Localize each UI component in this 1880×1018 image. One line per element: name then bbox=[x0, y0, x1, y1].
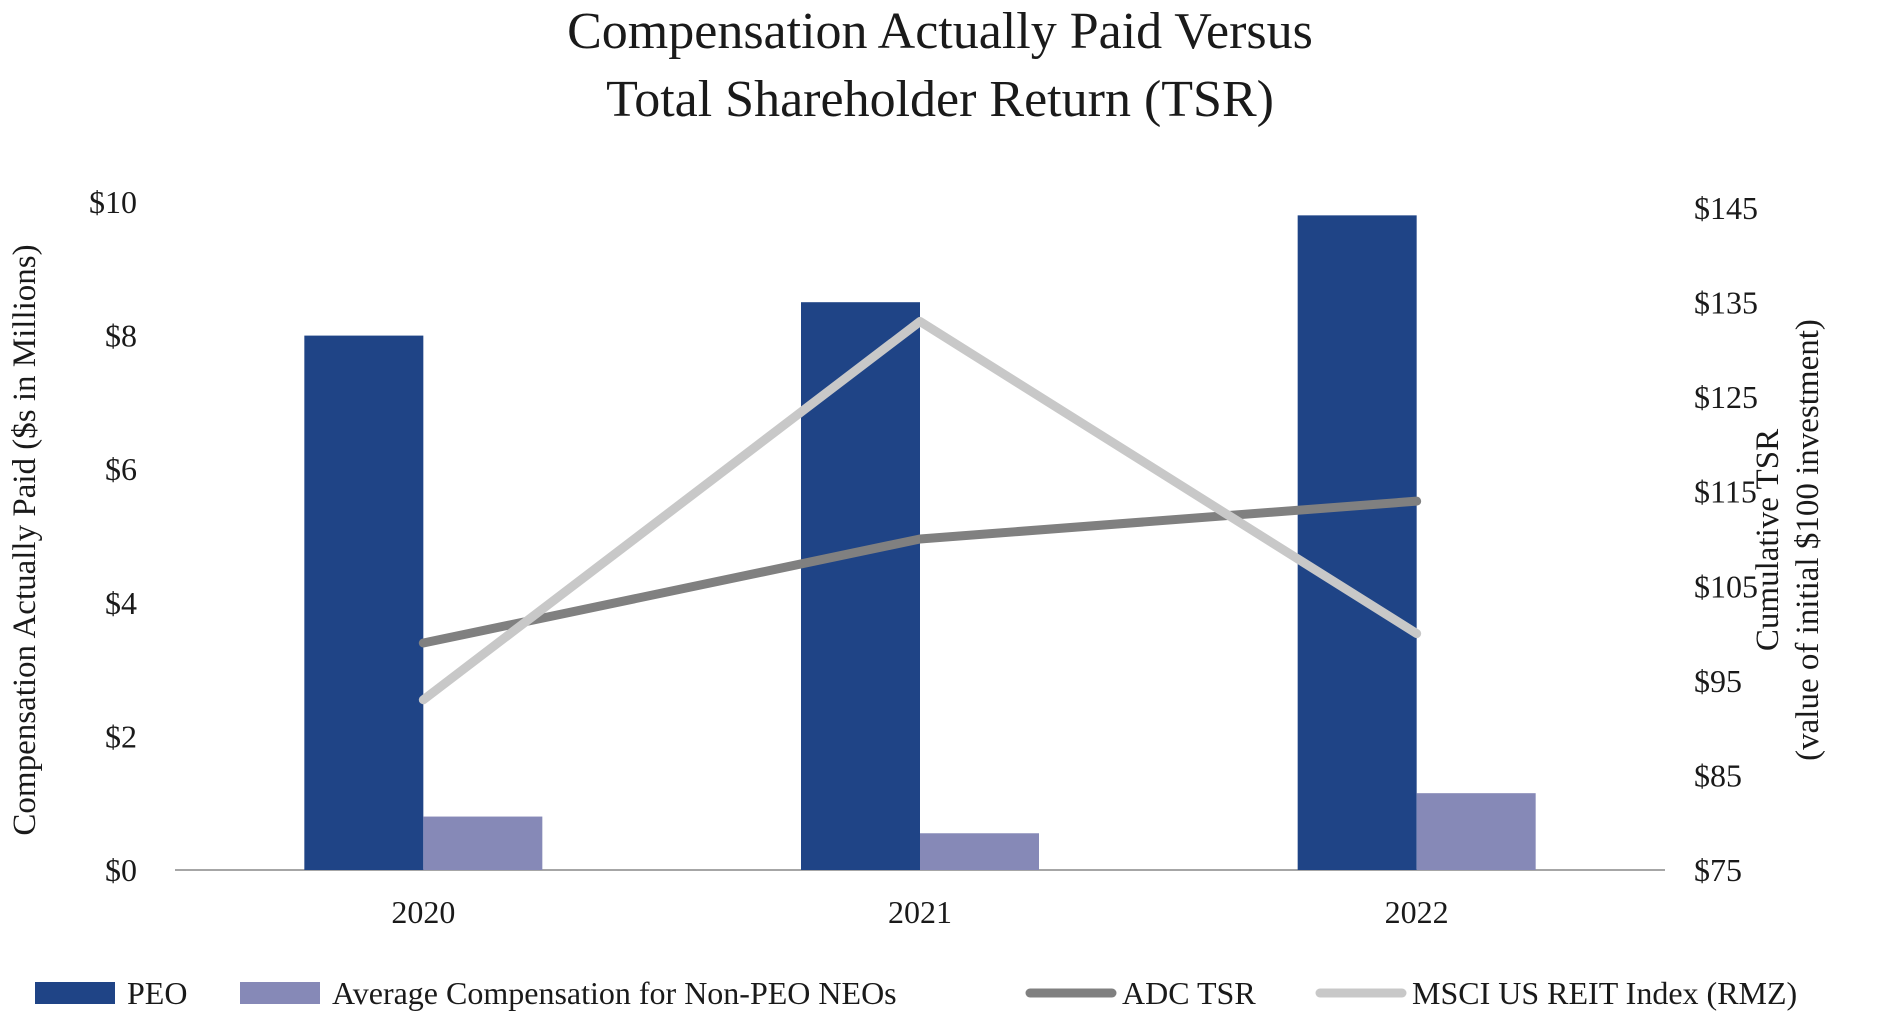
left-tick-label-1: $2 bbox=[105, 718, 137, 754]
left-tick-label-4: $8 bbox=[105, 318, 137, 354]
x-tick-label-1: 2021 bbox=[888, 894, 952, 930]
right-axis-label-line-2: (value of initial $100 investment) bbox=[1790, 319, 1826, 761]
chart-title-line-1: Compensation Actually Paid Versus bbox=[567, 3, 1313, 60]
bar-average-compensation-for-non-peo-neos-2022 bbox=[1416, 793, 1536, 870]
legend-swatch-0 bbox=[35, 982, 115, 1004]
left-tick-label-3: $6 bbox=[105, 451, 137, 487]
right-tick-label-0: $75 bbox=[1694, 852, 1742, 888]
x-tick-label-2: 2022 bbox=[1385, 894, 1449, 930]
bar-peo-2022 bbox=[1297, 215, 1417, 871]
right-tick-label-1: $85 bbox=[1694, 757, 1742, 793]
legend-label-1: Average Compensation for Non-PEO NEOs bbox=[332, 975, 897, 1011]
legend-swatch-1 bbox=[240, 982, 320, 1004]
legend-label-2: ADC TSR bbox=[1122, 975, 1256, 1011]
right-tick-label-2: $95 bbox=[1694, 663, 1742, 699]
right-tick-label-7: $145 bbox=[1694, 190, 1758, 226]
right-tick-label-3: $105 bbox=[1694, 568, 1758, 604]
left-tick-label-0: $0 bbox=[105, 852, 137, 888]
legend-label-0: PEO bbox=[127, 975, 187, 1011]
left-tick-label-5: $10 bbox=[89, 184, 137, 220]
right-axis-label-line-1: Cumulative TSR bbox=[1750, 429, 1786, 651]
right-tick-label-4: $115 bbox=[1694, 474, 1757, 510]
line-adc-tsr bbox=[418, 496, 1422, 648]
line-msci-us-reit-index-rmz- bbox=[418, 316, 1422, 705]
chart-title-line-2: Total Shareholder Return (TSR) bbox=[606, 71, 1274, 128]
right-tick-label-5: $125 bbox=[1694, 379, 1758, 415]
bar-average-compensation-for-non-peo-neos-2021 bbox=[920, 833, 1039, 870]
legend: PEO Average Compensation for Non-PEO NEOs… bbox=[35, 975, 1797, 1011]
left-tick-label-2: $4 bbox=[105, 585, 137, 621]
right-tick-label-6: $135 bbox=[1694, 285, 1758, 321]
bar-average-compensation-for-non-peo-neos-2020 bbox=[423, 816, 543, 870]
legend-label-3: MSCI US REIT Index (RMZ) bbox=[1412, 975, 1797, 1011]
plot-area: $0 $2 $4 $6 $8 $10 $75 $85 $95 $105 $115 $125 $135 $1… bbox=[89, 184, 1758, 930]
bar-peo-2021 bbox=[801, 302, 920, 870]
bar-peo-2020 bbox=[304, 335, 424, 871]
x-tick-label-0: 2020 bbox=[391, 894, 455, 930]
left-axis-label: Compensation Actually Paid ($s in Millio… bbox=[7, 244, 43, 835]
